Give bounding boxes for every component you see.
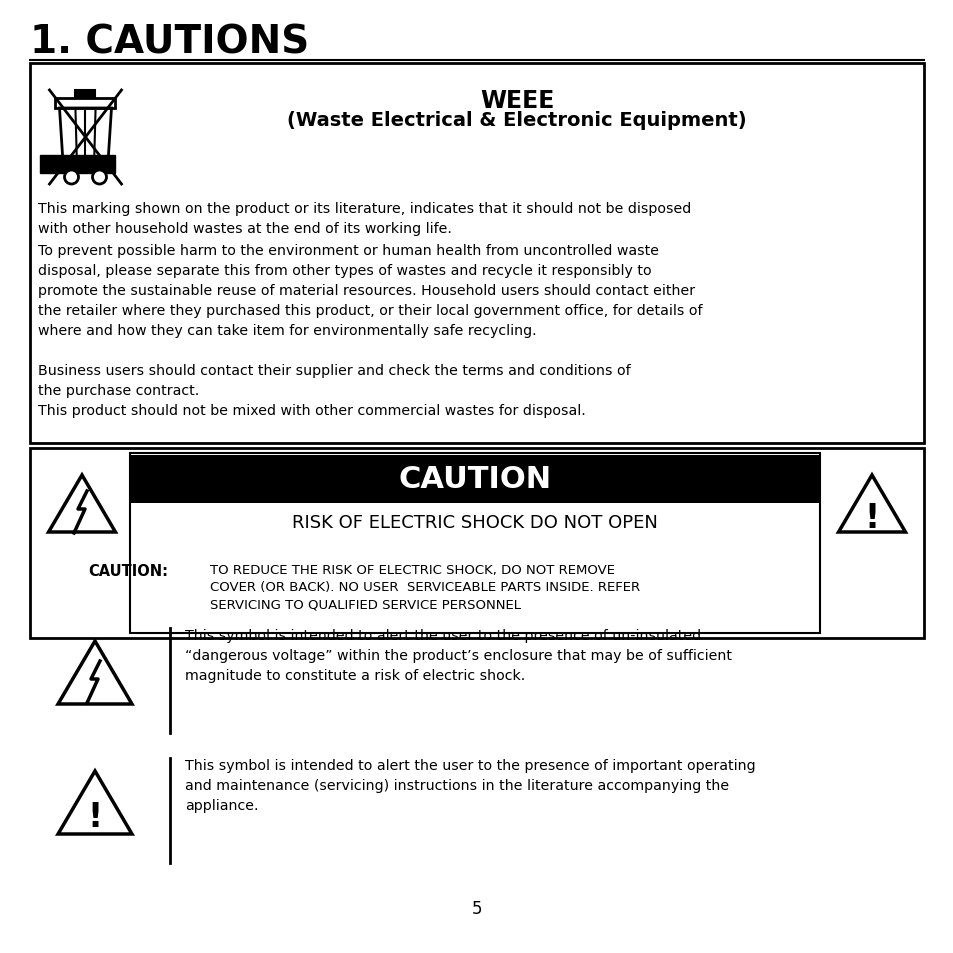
Text: This symbol is intended to alert the user to the presence of important operating: This symbol is intended to alert the use… bbox=[185, 759, 755, 812]
Text: This marking shown on the product or its literature, indicates that it should no: This marking shown on the product or its… bbox=[38, 202, 691, 235]
Text: 1. CAUTIONS: 1. CAUTIONS bbox=[30, 24, 309, 62]
Text: 5: 5 bbox=[471, 899, 482, 917]
Text: Business users should contact their supplier and check the terms and conditions : Business users should contact their supp… bbox=[38, 364, 630, 417]
Bar bbox=[130, 456, 820, 503]
Text: RISK OF ELECTRIC SHOCK DO NOT OPEN: RISK OF ELECTRIC SHOCK DO NOT OPEN bbox=[292, 514, 658, 532]
Bar bbox=[130, 454, 820, 634]
Text: To prevent possible harm to the environment or human health from uncontrolled wa: To prevent possible harm to the environm… bbox=[38, 244, 701, 338]
Text: (Waste Electrical & Electronic Equipment): (Waste Electrical & Electronic Equipment… bbox=[287, 111, 746, 130]
Bar bbox=[40, 156, 115, 173]
Text: TO REDUCE THE RISK OF ELECTRIC SHOCK, DO NOT REMOVE: TO REDUCE THE RISK OF ELECTRIC SHOCK, DO… bbox=[210, 563, 615, 577]
Text: WEEE: WEEE bbox=[479, 89, 554, 112]
Bar bbox=[30, 449, 923, 639]
Circle shape bbox=[92, 171, 107, 185]
Text: !: ! bbox=[88, 801, 103, 834]
Text: !: ! bbox=[863, 501, 879, 534]
Bar bbox=[55, 99, 115, 109]
Text: CAUTION: CAUTION bbox=[398, 465, 551, 494]
Bar bbox=[130, 456, 820, 503]
Text: CAUTION:: CAUTION: bbox=[88, 563, 168, 578]
Bar bbox=[75, 91, 95, 99]
Text: SERVICING TO QUALIFIED SERVICE PERSONNEL: SERVICING TO QUALIFIED SERVICE PERSONNEL bbox=[210, 598, 520, 610]
Bar bbox=[30, 64, 923, 443]
Text: This symbol is intended to alert the user to the presence of un-insulated
“dange: This symbol is intended to alert the use… bbox=[185, 628, 731, 682]
Circle shape bbox=[65, 171, 78, 185]
Text: COVER (OR BACK). NO USER  SERVICEABLE PARTS INSIDE. REFER: COVER (OR BACK). NO USER SERVICEABLE PAR… bbox=[210, 580, 639, 594]
